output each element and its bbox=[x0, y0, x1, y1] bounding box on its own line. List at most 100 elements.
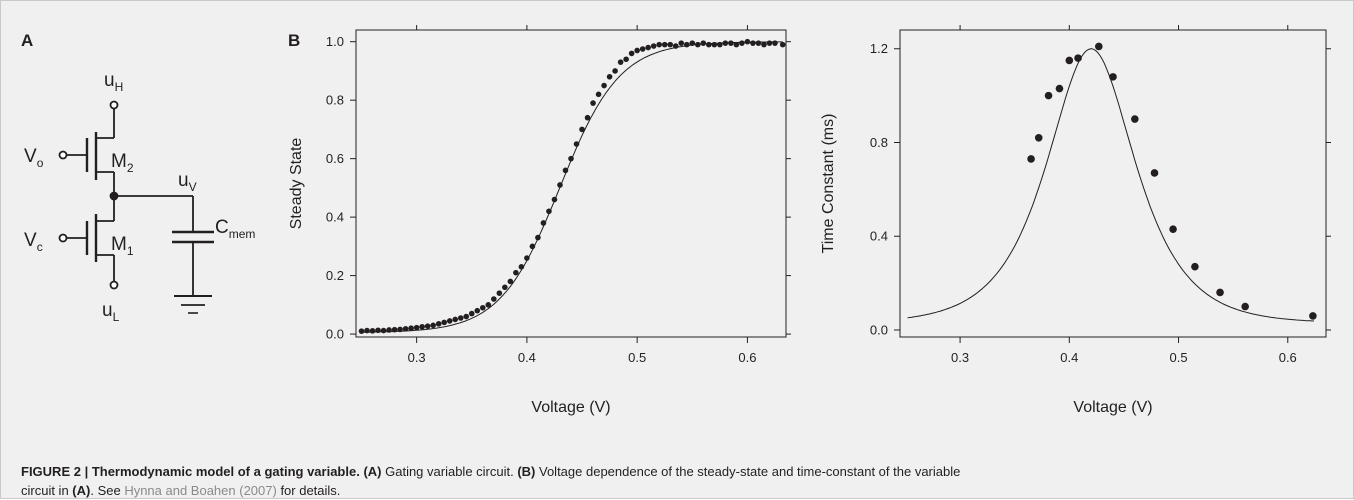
data-point bbox=[1131, 115, 1139, 123]
panel-b-label: B bbox=[288, 31, 300, 50]
data-point bbox=[579, 127, 585, 133]
panel-a-label: A bbox=[21, 31, 33, 50]
data-point bbox=[568, 156, 574, 162]
label-m1: M1 bbox=[111, 234, 134, 258]
data-point bbox=[563, 168, 569, 174]
data-point bbox=[645, 45, 651, 51]
data-point bbox=[441, 320, 447, 326]
terminal-vo bbox=[60, 152, 67, 159]
data-point bbox=[491, 296, 497, 302]
label-uh: uH bbox=[104, 70, 123, 94]
data-point bbox=[452, 317, 458, 323]
caption-line2-mid: . See bbox=[90, 483, 124, 498]
terminal-vc bbox=[60, 235, 67, 242]
data-point bbox=[734, 42, 740, 48]
time-constant-chart: 0.3 0.4 0.5 0.6 0.0 0.4 0.8 1.2 Voltage (V) Time … bbox=[820, 25, 1331, 416]
data-point bbox=[695, 42, 701, 48]
data-point bbox=[673, 43, 679, 49]
data-point bbox=[689, 40, 695, 46]
data-point bbox=[552, 197, 558, 203]
data-point bbox=[750, 40, 756, 46]
caption-part1-label: (A) bbox=[363, 464, 381, 479]
label-ul: uL bbox=[102, 300, 120, 324]
terminal-uh bbox=[111, 102, 118, 109]
steady-state-chart: 0.3 0.4 0.5 0.6 0.0 0.2 0.4 0.6 0.8 1.0 Voltage (V… bbox=[288, 25, 791, 416]
data-point bbox=[480, 305, 486, 311]
x-tick-label: 0.3 bbox=[951, 350, 969, 365]
data-point bbox=[618, 59, 624, 65]
data-point bbox=[634, 48, 640, 54]
data-point bbox=[745, 39, 751, 45]
data-point bbox=[717, 42, 723, 48]
x-axis-title: Voltage (V) bbox=[531, 399, 610, 416]
data-point bbox=[590, 100, 596, 106]
data-point bbox=[1169, 225, 1177, 233]
label-vo: Vo bbox=[24, 146, 44, 170]
data-point bbox=[535, 235, 541, 241]
data-point bbox=[541, 220, 547, 226]
y-axis-title: Time Constant (ms) bbox=[820, 114, 837, 254]
plot-frame bbox=[356, 30, 786, 337]
data-point bbox=[463, 314, 469, 320]
data-point bbox=[430, 323, 436, 329]
data-point bbox=[772, 40, 778, 46]
data-point bbox=[397, 327, 403, 333]
data-point bbox=[728, 40, 734, 46]
data-point bbox=[656, 42, 662, 48]
y-tick-label: 0.8 bbox=[326, 93, 344, 108]
data-point bbox=[1035, 134, 1043, 142]
data-point bbox=[557, 182, 563, 188]
data-point bbox=[469, 311, 475, 317]
data-point bbox=[513, 270, 519, 276]
data-point bbox=[392, 327, 398, 333]
caption-line2-label: (A) bbox=[72, 483, 90, 498]
caption-reference-link[interactable]: Hynna and Boahen (2007) bbox=[124, 483, 277, 498]
data-point bbox=[436, 321, 442, 327]
figure-caption: FIGURE 2 | Thermodynamic model of a gati… bbox=[21, 462, 1331, 500]
x-axis-title: Voltage (V) bbox=[1073, 399, 1152, 416]
data-point bbox=[585, 115, 591, 121]
data-point bbox=[574, 141, 580, 147]
x-tick-label: 0.3 bbox=[408, 350, 426, 365]
y-axis-title: Steady State bbox=[288, 138, 305, 230]
data-point bbox=[607, 74, 613, 80]
data-point bbox=[756, 40, 762, 46]
data-point bbox=[370, 328, 376, 334]
data-point bbox=[414, 325, 420, 331]
data-point bbox=[486, 302, 492, 308]
data-point bbox=[1309, 312, 1317, 320]
x-tick-label: 0.4 bbox=[518, 350, 536, 365]
data-point bbox=[458, 315, 464, 321]
data-point bbox=[684, 42, 690, 48]
data-point bbox=[612, 68, 618, 74]
data-point bbox=[502, 284, 508, 290]
label-vc: Vc bbox=[24, 230, 43, 254]
data-point bbox=[474, 308, 480, 314]
data-point bbox=[381, 328, 387, 334]
data-point bbox=[701, 40, 707, 46]
data-point bbox=[1045, 92, 1053, 100]
y-tick-label: 0.4 bbox=[870, 229, 888, 244]
y-tick-label: 0.8 bbox=[870, 135, 888, 150]
data-point bbox=[678, 40, 684, 46]
data-point bbox=[723, 40, 729, 46]
data-point bbox=[651, 43, 657, 49]
x-tick-label: 0.5 bbox=[1169, 350, 1187, 365]
x-tick-label: 0.6 bbox=[738, 350, 756, 365]
label-cmem: Cmem bbox=[215, 217, 255, 241]
data-point bbox=[1074, 54, 1082, 62]
data-point bbox=[359, 328, 365, 334]
ground-icon bbox=[174, 296, 212, 313]
data-point bbox=[623, 56, 629, 62]
data-point bbox=[739, 40, 745, 46]
data-point bbox=[1216, 289, 1224, 297]
data-point bbox=[530, 244, 536, 250]
caption-line2-end: for details. bbox=[277, 483, 341, 498]
caption-line-1: FIGURE 2 | Thermodynamic model of a gati… bbox=[21, 462, 1331, 481]
data-point bbox=[1056, 85, 1064, 93]
data-point bbox=[761, 42, 767, 48]
fit-curve bbox=[908, 49, 1314, 321]
data-point bbox=[662, 42, 668, 48]
data-point bbox=[386, 327, 392, 333]
terminal-ul bbox=[111, 282, 118, 289]
